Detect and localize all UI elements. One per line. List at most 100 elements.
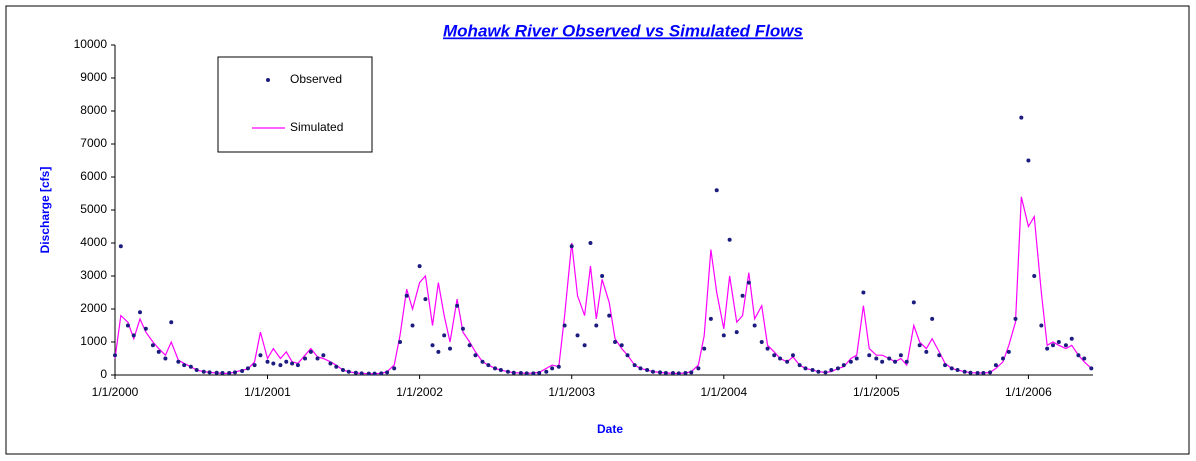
- data-point: [188, 364, 193, 369]
- data-point: [988, 370, 993, 375]
- data-point: [625, 353, 630, 358]
- data-point: [245, 366, 250, 371]
- data-point: [346, 369, 351, 374]
- data-point: [676, 371, 681, 376]
- data-point: [582, 343, 587, 348]
- x-tick-label: 1/1/2003: [548, 385, 595, 399]
- y-tick-label: 7000: [80, 136, 107, 150]
- data-point: [689, 370, 694, 375]
- data-point: [917, 343, 922, 348]
- data-point: [321, 353, 326, 358]
- data-point: [372, 371, 377, 376]
- data-point: [467, 343, 472, 348]
- data-point: [194, 368, 199, 373]
- data-point: [619, 343, 624, 348]
- data-point: [531, 371, 536, 376]
- data-point: [765, 346, 770, 351]
- data-point: [569, 244, 574, 249]
- data-point: [271, 361, 276, 366]
- data-point: [943, 363, 948, 368]
- data-point: [861, 290, 866, 295]
- data-point: [143, 326, 148, 331]
- data-point: [823, 370, 828, 375]
- data-point: [385, 370, 390, 375]
- data-point: [670, 371, 675, 376]
- data-point: [1076, 353, 1081, 358]
- data-point: [835, 366, 840, 371]
- data-point: [290, 361, 295, 366]
- data-point: [455, 303, 460, 308]
- data-point: [1032, 274, 1037, 278]
- data-point: [1045, 346, 1050, 351]
- data-point: [658, 370, 663, 375]
- data-point: [233, 370, 238, 375]
- data-point: [759, 340, 764, 344]
- data-point: [740, 293, 745, 298]
- data-point: [113, 353, 117, 358]
- data-point: [295, 363, 300, 368]
- data-point: [150, 343, 155, 348]
- data-point: [663, 371, 668, 376]
- data-point: [410, 323, 415, 328]
- legend-marker: [266, 78, 270, 82]
- data-point: [448, 346, 453, 351]
- data-point: [505, 369, 510, 374]
- data-point: [353, 370, 358, 375]
- data-point: [125, 323, 130, 328]
- y-tick-label: 6000: [80, 169, 107, 183]
- data-point: [962, 369, 967, 374]
- series-line: [114, 196, 1092, 375]
- data-point: [278, 363, 283, 368]
- data-point: [1019, 115, 1024, 120]
- data-point: [544, 369, 549, 374]
- data-point: [683, 371, 688, 376]
- data-point: [423, 297, 428, 302]
- data-point: [829, 368, 834, 373]
- data-point: [993, 363, 998, 368]
- data-point: [473, 353, 478, 358]
- data-point: [252, 363, 257, 368]
- data-point: [1006, 349, 1011, 354]
- data-point: [778, 356, 783, 361]
- data-point: [131, 333, 136, 338]
- x-tick-label: 1/1/2006: [1005, 385, 1052, 399]
- data-point: [1039, 323, 1044, 328]
- y-axis-label: Discharge [cfs]: [38, 167, 52, 254]
- data-point: [734, 330, 739, 335]
- data-point: [398, 340, 403, 344]
- data-point: [607, 313, 612, 318]
- data-point: [930, 316, 935, 321]
- data-point: [303, 356, 308, 361]
- data-point: [417, 264, 422, 269]
- data-point: [874, 356, 879, 361]
- data-point: [981, 371, 986, 376]
- data-point: [207, 370, 212, 375]
- data-point: [392, 366, 397, 371]
- data-point: [308, 349, 313, 354]
- data-point: [887, 356, 892, 361]
- legend-label: Observed: [290, 72, 342, 86]
- data-point: [214, 370, 219, 375]
- data-point: [562, 323, 567, 328]
- y-tick-label: 5000: [80, 202, 107, 216]
- data-point: [556, 364, 561, 369]
- x-tick-label: 1/1/2005: [853, 385, 900, 399]
- data-point: [727, 237, 732, 242]
- data-point: [772, 353, 777, 358]
- data-point: [702, 346, 707, 351]
- data-point: [265, 359, 270, 364]
- x-tick-label: 1/1/2004: [700, 385, 747, 399]
- data-point: [518, 371, 523, 376]
- data-point: [480, 359, 485, 364]
- data-point: [937, 353, 942, 358]
- data-point: [1000, 356, 1005, 361]
- chart-frame: [5, 5, 1190, 455]
- data-point: [436, 349, 441, 354]
- data-point: [650, 369, 655, 374]
- x-tick-label: 1/1/2001: [244, 385, 291, 399]
- data-point: [841, 363, 846, 368]
- data-point: [785, 359, 790, 364]
- data-point: [1089, 366, 1094, 371]
